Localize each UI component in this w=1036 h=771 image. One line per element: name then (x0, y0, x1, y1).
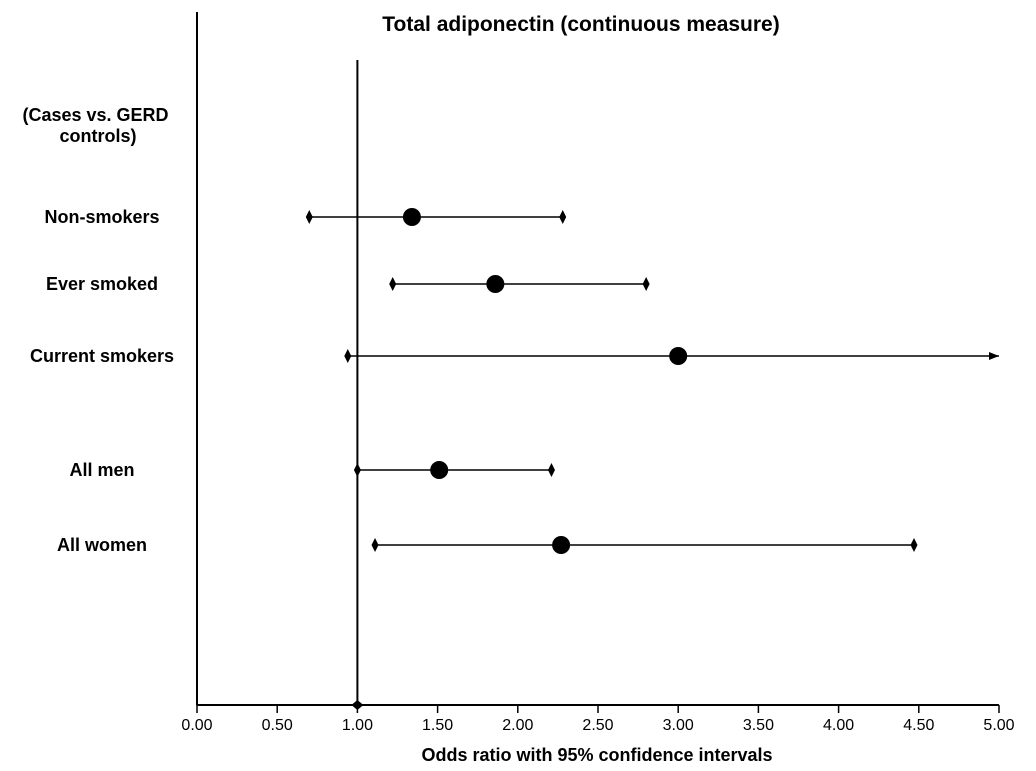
x-ticks: 0.00 0.50 1.00 1.50 2.00 2.50 3.00 3.50 4.00 4.50… (181, 705, 1015, 734)
odds-ratio-point (486, 275, 505, 293)
x-tick-label: 4.00 (823, 717, 854, 734)
ci-upper-arrow (989, 352, 999, 360)
odds-ratio-point (669, 347, 688, 365)
ci-lower-marker (371, 538, 379, 552)
x-tick-label: 1.00 (342, 717, 373, 734)
row-label: All men (69, 460, 134, 480)
ci-upper-marker (559, 210, 567, 224)
row-label: Ever smoked (46, 274, 158, 294)
reference-line-group (351, 60, 364, 710)
x-tick-label: 3.50 (743, 717, 774, 734)
forest-rows: Non-smokers Ever smoked Current smokers All… (30, 207, 999, 555)
row-label: All women (57, 535, 147, 555)
group-header-label: (Cases vs. GERD controls) (22, 105, 173, 146)
x-tick-label: 5.00 (983, 717, 1014, 734)
odds-ratio-point (552, 536, 571, 554)
odds-ratio-point (402, 208, 421, 226)
x-axis-title: Odds ratio with 95% confidence intervals (421, 745, 772, 765)
ci-lower-marker (344, 349, 352, 363)
row-label: Current smokers (30, 346, 174, 366)
ci-upper-marker (547, 463, 555, 477)
ci-upper-marker (910, 538, 918, 552)
odds-ratio-point (430, 461, 449, 479)
row-label: Non-smokers (44, 207, 159, 227)
x-tick-label: 3.00 (663, 717, 694, 734)
chart-title: Total adiponectin (continuous measure) (382, 13, 779, 36)
ci-upper-marker (642, 277, 650, 291)
x-tick-label: 2.00 (502, 717, 533, 734)
ci-lower-marker (389, 277, 397, 291)
x-tick-label: 0.00 (181, 717, 212, 734)
x-tick-label: 4.50 (903, 717, 934, 734)
x-tick-label: 1.50 (422, 717, 453, 734)
ci-lower-marker (305, 210, 313, 224)
ci-lower-marker (353, 463, 361, 477)
x-tick-label: 2.50 (582, 717, 613, 734)
x-tick-label: 0.50 (262, 717, 293, 734)
